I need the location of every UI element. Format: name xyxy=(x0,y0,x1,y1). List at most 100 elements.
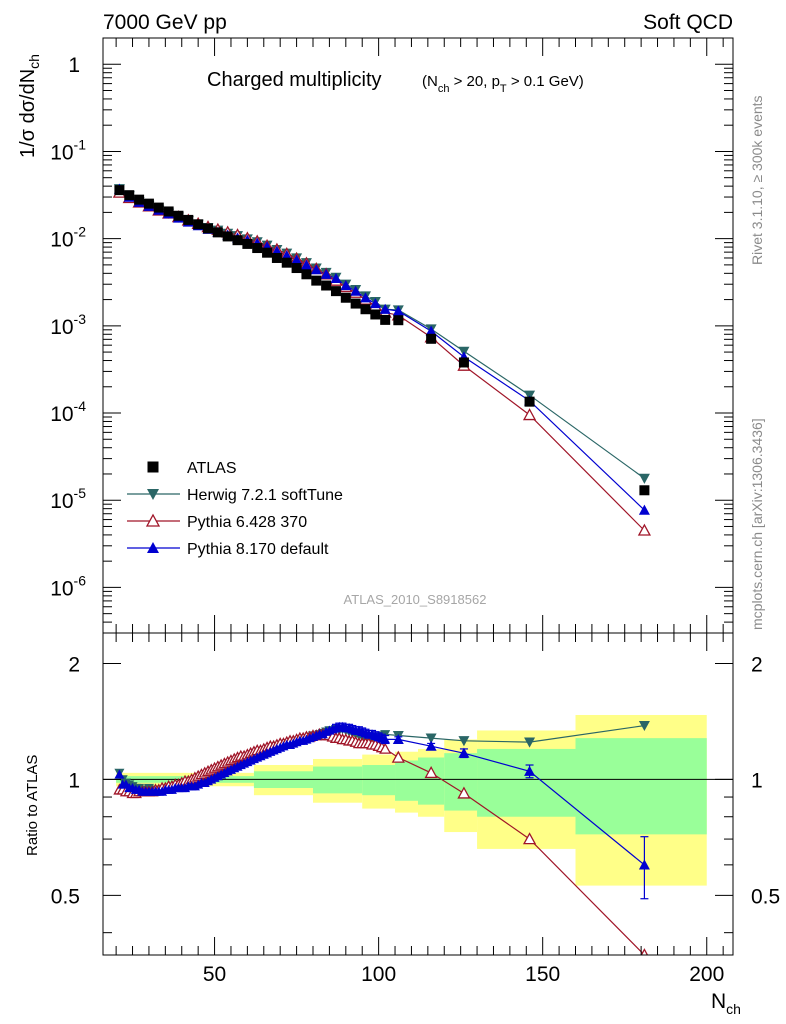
ratio-y-axis: 0.5 0.5 1 1 2 2 xyxy=(51,653,780,934)
pythia6-point xyxy=(637,523,652,536)
y-tick-label: 10-1 xyxy=(50,136,86,164)
atlas-point xyxy=(232,235,243,246)
legend-item-pythia8: Pythia 8.170 default xyxy=(127,541,329,558)
category-label: Soft QCD xyxy=(643,11,733,34)
x-tick-label: 150 xyxy=(525,963,560,986)
pythia8-point xyxy=(392,305,404,316)
uncertainty-band-inner xyxy=(313,766,363,794)
pythia8-ratio-point xyxy=(114,769,125,779)
atlas-point xyxy=(340,292,351,303)
ratio-panel: 0.5 0.5 1 1 2 2 50 100 150 200 xyxy=(51,632,780,986)
pythia8-point xyxy=(369,298,381,309)
atlas-main-points xyxy=(114,185,650,496)
main-y-axis: 10-6 10-5 10-4 10-3 10-2 10-1 1 xyxy=(50,37,733,634)
herwig-ratio-point xyxy=(638,720,650,732)
legend-label: Pythia 6.428 370 xyxy=(187,514,307,531)
ratio-y-tick-label: 1 xyxy=(68,769,80,792)
atlas-point xyxy=(262,247,273,258)
x-tick-label: 100 xyxy=(361,963,396,986)
ratio-y-tick-label: 0.5 xyxy=(51,885,80,908)
legend-label: Herwig 7.2.1 softTune xyxy=(187,487,343,504)
pythia8-point xyxy=(291,254,303,265)
plot-title-cut: (Nch > 20, pT > 0.1 GeV) xyxy=(422,73,584,95)
atlas-point xyxy=(212,227,223,238)
atlas-point xyxy=(350,298,361,309)
ratio-y-tick-label: 2 xyxy=(68,653,80,676)
atlas-point xyxy=(281,257,292,268)
pythia8-point xyxy=(330,272,342,283)
atlas-point xyxy=(193,219,204,230)
legend-label: ATLAS xyxy=(187,460,237,477)
pythia6-main-line xyxy=(119,191,645,531)
source-label: mcplots.cern.ch [arXiv:1306.3436] xyxy=(749,418,765,630)
pythia8-point xyxy=(310,264,322,275)
pythia8-point xyxy=(379,303,391,314)
analysis-tag: ATLAS_2010_S8918562 xyxy=(344,592,487,607)
atlas-point xyxy=(143,198,154,209)
herwig-point xyxy=(638,473,650,484)
ratio-y-tick-label-right: 2 xyxy=(751,653,763,676)
atlas-point xyxy=(393,315,404,326)
ratio-y-label: Ratio to ATLAS xyxy=(24,755,41,856)
atlas-point xyxy=(426,333,437,344)
pythia8-ratio-point xyxy=(392,733,404,745)
main-x-axis xyxy=(115,38,724,633)
uncertainty-band-inner xyxy=(362,765,396,796)
atlas-point xyxy=(163,206,174,217)
pythia6-ratio-point xyxy=(391,750,405,763)
pythia8-point xyxy=(320,268,332,279)
atlas-point xyxy=(203,223,213,234)
x-tick-label: 200 xyxy=(689,963,724,986)
atlas-point xyxy=(183,214,194,225)
atlas-point xyxy=(360,304,371,315)
pythia8-ratio-point xyxy=(425,740,437,751)
uncertainty-band-inner xyxy=(575,738,707,835)
atlas-point xyxy=(114,185,125,196)
pythia8-ratio-points xyxy=(114,721,650,900)
atlas-point xyxy=(311,275,322,286)
pythia8-ratio-point xyxy=(524,765,536,776)
pythia8-ratio-point xyxy=(458,747,470,758)
atlas-point xyxy=(380,314,391,325)
pythia8-ratio-point xyxy=(638,859,650,870)
pythia8-ratio-point xyxy=(380,734,391,744)
x-tick-label: 50 xyxy=(203,963,226,986)
pythia8-point xyxy=(638,504,650,515)
pythia6-ratio-point xyxy=(424,766,438,779)
atlas-point xyxy=(330,286,341,297)
ratio-plot-content xyxy=(103,714,733,955)
legend-marker xyxy=(147,461,159,473)
atlas-point xyxy=(134,194,145,205)
ratio-y-tick-label-right: 1 xyxy=(751,769,763,792)
herwig-ratio-point xyxy=(458,736,470,747)
legend-marker xyxy=(145,513,161,527)
main-y-label: 1/σ dσ/dNch xyxy=(17,54,42,158)
legend-item-herwig: Herwig 7.2.1 softTune xyxy=(127,487,343,504)
legend-marker xyxy=(147,489,159,500)
atlas-point xyxy=(321,280,332,291)
legend-item-atlas: ATLAS xyxy=(147,460,237,477)
atlas-point xyxy=(252,243,263,254)
legend: ATLAS Herwig 7.2.1 softTune Pythia 6.428 3… xyxy=(127,460,343,558)
pythia8-point xyxy=(281,250,293,261)
pythia8-point xyxy=(300,259,312,270)
atlas-point xyxy=(458,357,469,368)
pythia6-ratio-point xyxy=(522,832,537,845)
pythia8-point xyxy=(350,285,362,296)
atlas-point xyxy=(301,269,312,280)
y-tick-label: 10-3 xyxy=(50,311,86,339)
atlas-point xyxy=(291,263,302,274)
y-tick-label: 10-4 xyxy=(50,398,86,426)
ratio-x-axis: 50 100 150 200 xyxy=(115,633,724,986)
pythia8-point xyxy=(425,325,437,336)
pythia6-ratio-point xyxy=(379,742,392,754)
ratio-y-tick-label-right: 0.5 xyxy=(751,885,780,908)
pythia6-main-points xyxy=(112,185,652,536)
atlas-point xyxy=(524,396,535,407)
atlas-point xyxy=(370,309,381,320)
atlas-point xyxy=(222,231,233,242)
y-tick-label: 1 xyxy=(68,54,80,77)
legend-item-pythia6: Pythia 6.428 370 xyxy=(127,513,307,531)
legend-label: Pythia 8.170 default xyxy=(187,541,329,558)
herwig-ratio-point xyxy=(425,733,437,744)
